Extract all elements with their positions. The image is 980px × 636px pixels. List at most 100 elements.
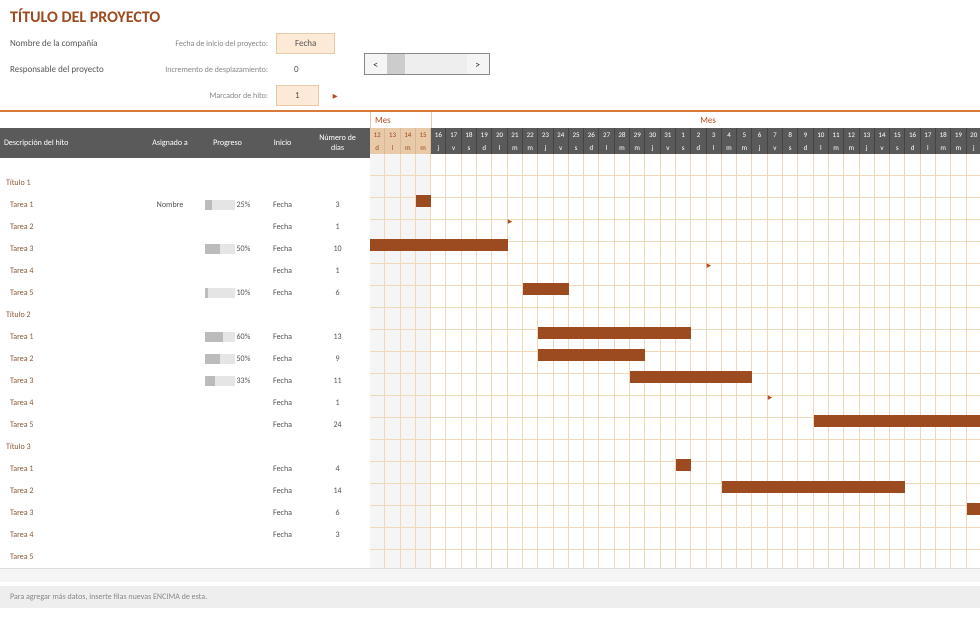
gantt-bar[interactable] [523,283,569,295]
task-desc: Tarea 1 [0,332,140,342]
task-desc: Título 3 [0,442,140,452]
scroll-right-button[interactable]: > [467,54,489,74]
day-letter: s [890,141,905,154]
flag-icon: ▸ [333,89,338,102]
task-row[interactable]: Tarea 2Fecha1 [0,216,370,238]
gantt-row: ▸ [370,212,980,234]
day-letter: j [645,141,660,154]
day-number: 18 [936,128,951,141]
task-row[interactable]: Tarea 2 50%Fecha9 [0,348,370,370]
increment-value[interactable]: 0 [276,60,317,79]
task-row[interactable]: Tarea 3 33%Fecha11 [0,370,370,392]
col-desc: Descripción del hito [0,138,140,148]
company-label: Nombre de la compañía [10,38,130,49]
col-days: Número de días [310,133,365,153]
task-row[interactable]: Título 2 [0,304,370,326]
task-desc: Tarea 4 [0,398,140,408]
task-days: 1 [310,266,365,276]
day-letter: d [798,141,813,154]
task-desc: Tarea 4 [0,530,140,540]
day-number: 30 [645,128,660,141]
day-number: 29 [630,128,645,141]
milestone-icon: ▸ [508,216,513,227]
day-letter: j [538,141,553,154]
scroll-thumb[interactable] [387,54,405,74]
gantt-row [370,278,980,300]
gantt-bar[interactable] [538,349,645,361]
task-desc: Tarea 3 [0,244,140,254]
day-letter: m [951,141,966,154]
task-days: 24 [310,420,365,430]
footer-spacer [0,568,980,582]
day-letter: l [707,141,722,154]
task-row[interactable]: Tarea 5 10%Fecha6 [0,282,370,304]
task-row[interactable]: Tarea 5Fecha24 [0,414,370,436]
start-date-value[interactable]: Fecha [276,33,335,54]
gantt-bar[interactable] [538,327,691,339]
gantt-bar[interactable] [722,481,906,493]
day-letter: m [630,141,645,154]
milestone-value[interactable]: 1 [276,85,319,106]
gantt-bar[interactable] [416,195,431,207]
day-letter: j [967,141,980,154]
day-number: 12 [844,128,859,141]
task-row[interactable]: Tarea 3 50%Fecha10 [0,238,370,260]
task-days: 3 [310,200,365,210]
day-number: 17 [446,128,461,141]
day-number: 22 [523,128,538,141]
gantt-row [370,168,980,190]
month-label: Mes [370,112,431,128]
day-letter: d [370,141,385,154]
page-title: TÍTULO DEL PROYECTO [10,8,970,27]
day-letter: m [508,141,523,154]
scroll-track[interactable] [387,54,467,74]
gantt-row [370,190,980,212]
task-desc: Título 1 [0,178,140,188]
task-row[interactable]: Tarea 4Fecha1 [0,392,370,414]
day-letter: v [554,141,569,154]
gantt-bar[interactable] [676,459,691,471]
task-desc: Tarea 5 [0,552,140,562]
start-date-label: Fecha de inicio del proyecto: [138,39,268,49]
task-days: 14 [310,486,365,496]
task-row[interactable]: Tarea 1Nombre 25%Fecha3 [0,194,370,216]
task-progress: 25% [200,200,255,210]
task-desc: Tarea 5 [0,288,140,298]
gantt-row [370,542,980,564]
day-number: 16 [905,128,920,141]
gantt-bar[interactable] [814,415,980,427]
task-row[interactable]: Tarea 4Fecha1 [0,260,370,282]
day-number: 15 [416,128,431,141]
day-letter: s [676,141,691,154]
day-letter: d [477,141,492,154]
task-desc: Tarea 2 [0,486,140,496]
task-row[interactable]: Tarea 3Fecha6 [0,502,370,524]
day-number: 7 [768,128,783,141]
task-row[interactable]: Título 3 [0,436,370,458]
day-number: 19 [951,128,966,141]
gantt-bar[interactable] [370,239,508,251]
task-row[interactable]: Tarea 2Fecha14 [0,480,370,502]
gantt-row [370,300,980,322]
task-desc: Tarea 1 [0,464,140,474]
scroll-widget[interactable]: < > [364,53,490,75]
scroll-left-button[interactable]: < [365,54,387,74]
day-letter: m [844,141,859,154]
task-days: 6 [310,508,365,518]
task-row[interactable]: Tarea 1Fecha4 [0,458,370,480]
gantt-bar[interactable] [630,371,752,383]
task-row[interactable]: Título 1 [0,172,370,194]
task-desc: Tarea 3 [0,508,140,518]
gantt-bar[interactable] [967,503,980,515]
col-assigned: Asignado a [140,138,200,148]
task-assigned: Nombre [140,200,200,210]
task-desc: Tarea 2 [0,222,140,232]
day-number: 15 [890,128,905,141]
day-letter: j [752,141,767,154]
task-start: Fecha [255,288,310,298]
day-number: 11 [829,128,844,141]
task-row[interactable]: Tarea 5 [0,546,370,568]
task-row[interactable]: Tarea 1 60%Fecha13 [0,326,370,348]
task-row[interactable]: Tarea 4Fecha3 [0,524,370,546]
gantt-row: ▸ [370,388,980,410]
